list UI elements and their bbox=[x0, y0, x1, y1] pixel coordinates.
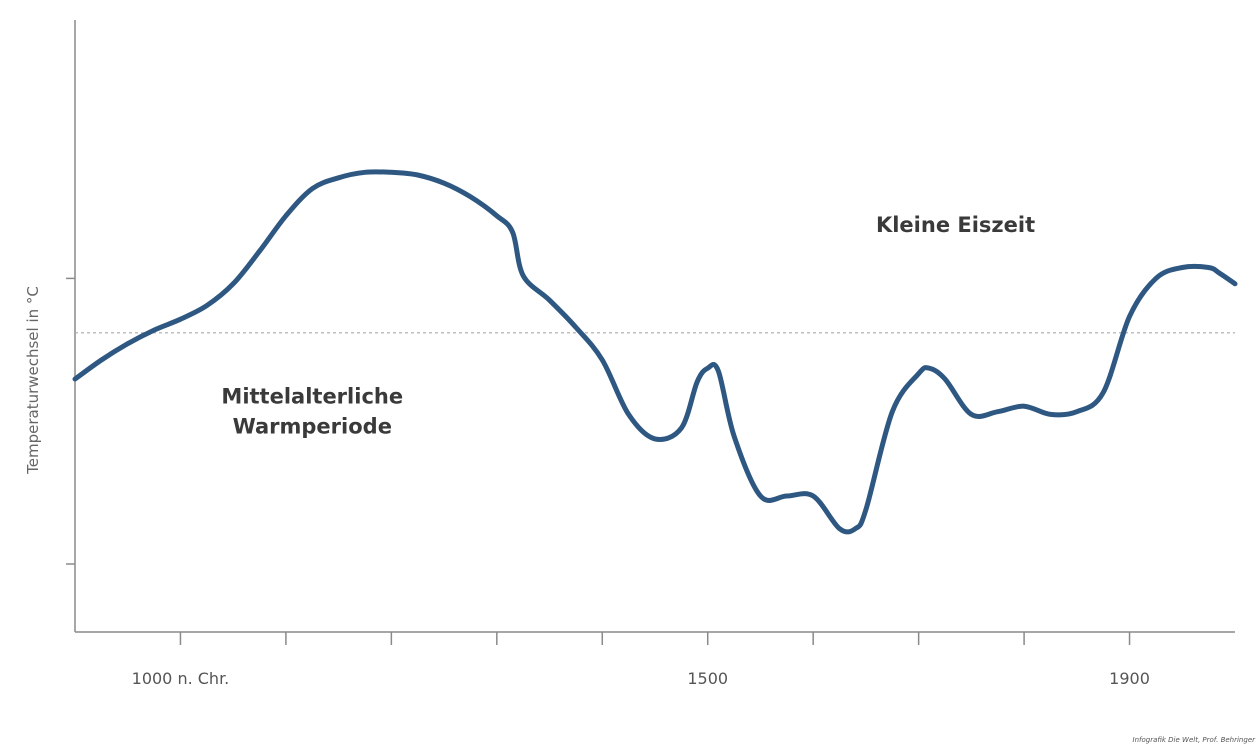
y-axis-label: Temperaturwechsel in °C bbox=[24, 286, 42, 475]
x-tick-label: 1000 n. Chr. bbox=[132, 669, 230, 688]
x-tick-label: 1500 bbox=[687, 669, 728, 688]
annotation-text: Kleine Eiszeit bbox=[876, 213, 1035, 237]
axes bbox=[74, 20, 1235, 633]
credit-text: Infografik Die Welt, Prof. Behringer bbox=[1133, 736, 1257, 744]
annotation-text: Mittelalterliche Warmperiode bbox=[221, 385, 403, 439]
y-ticks bbox=[66, 277, 75, 565]
x-tick-label: 1900 bbox=[1109, 669, 1150, 688]
annotations: Mittelalterliche Warmperiode Kleine Eiszei… bbox=[221, 213, 1035, 438]
x-ticks bbox=[179, 632, 1131, 645]
series-line bbox=[72, 169, 1238, 535]
x-tick-labels: 1000 n. Chr. 1500 1900 bbox=[132, 669, 1150, 688]
